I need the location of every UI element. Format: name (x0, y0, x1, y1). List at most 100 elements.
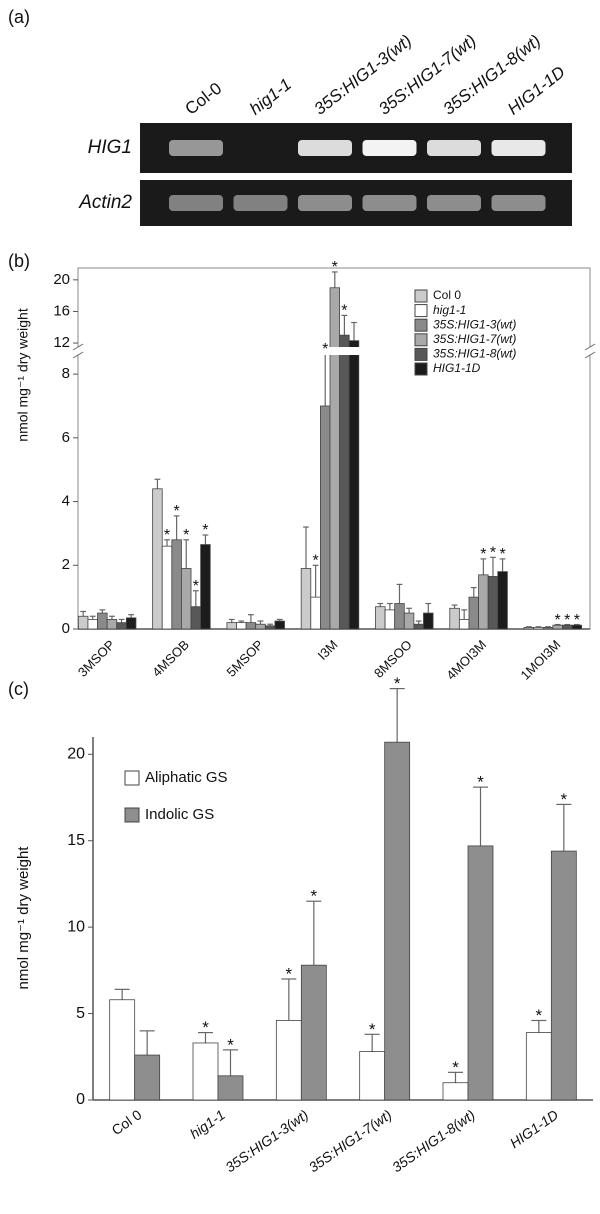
bar (301, 568, 311, 629)
bar (468, 846, 493, 1100)
legend-label: HIG1-1D (433, 361, 481, 375)
bar (498, 572, 508, 629)
significance-mark: * (322, 341, 328, 358)
bar (385, 610, 395, 629)
bar (385, 742, 410, 1100)
gel-band (427, 195, 481, 211)
bar (526, 1033, 551, 1100)
bar (256, 624, 266, 629)
x-tick-label: 5MSOP (223, 637, 266, 680)
significance-mark: * (183, 527, 189, 544)
y-tick-label: 15 (67, 832, 85, 849)
lane-label: HIG1-1D (504, 62, 569, 118)
bar (153, 489, 163, 629)
legend-label: 35S:HIG1-7(wt) (433, 332, 516, 346)
significance-mark: * (311, 887, 318, 906)
bar (126, 618, 136, 629)
legend-swatch (125, 771, 139, 785)
lane-label: hig1-1 (246, 75, 295, 119)
bar (551, 851, 576, 1100)
legend-swatch (415, 334, 427, 346)
y-tick-label: 0 (76, 1091, 85, 1108)
bar (543, 627, 553, 629)
y-tick-label: 20 (53, 271, 70, 288)
panel-label: (c) (8, 679, 29, 699)
bar (414, 624, 424, 629)
gel-band (363, 140, 417, 156)
legend-label: Indolic GS (145, 806, 214, 823)
gel-band (169, 195, 223, 211)
legend-swatch (415, 290, 427, 302)
gel-band (298, 195, 352, 211)
panel-label: (a) (8, 7, 30, 27)
y-tick-label: 16 (53, 302, 70, 319)
y-tick-label: 2 (62, 556, 70, 573)
legend-label: Aliphatic GS (145, 769, 228, 786)
bar (360, 1052, 385, 1100)
row-label: HIG1 (88, 137, 132, 158)
bar (88, 619, 98, 629)
bar (98, 613, 108, 629)
gel-band (492, 140, 546, 156)
bar (107, 619, 117, 629)
bar (162, 546, 172, 629)
gel-band (492, 195, 546, 211)
significance-mark: * (477, 773, 484, 792)
x-tick-label: 35S:HIG1-3(wt) (222, 1106, 311, 1175)
bar (227, 623, 237, 629)
x-tick-label: HIG1-1D (507, 1106, 561, 1151)
bar (395, 604, 405, 629)
significance-mark: * (564, 612, 570, 629)
bar (330, 288, 340, 629)
legend-swatch (415, 319, 427, 331)
significance-mark: * (174, 503, 180, 520)
gel-band (234, 195, 288, 211)
bar (488, 576, 498, 629)
y-tick-label: 8 (62, 365, 70, 382)
significance-mark: * (193, 578, 199, 595)
significance-mark: * (286, 964, 293, 983)
y-tick-label: 10 (67, 918, 85, 935)
bar (78, 616, 88, 629)
x-tick-label: 4MSOB (149, 637, 192, 680)
bar (311, 597, 321, 629)
significance-mark: * (574, 612, 580, 629)
bar (135, 1055, 160, 1100)
bar (117, 623, 127, 629)
bar (265, 626, 275, 629)
significance-mark: * (561, 790, 568, 809)
legend-swatch (415, 348, 427, 360)
legend-label: 35S:HIG1-8(wt) (433, 347, 516, 361)
bar (340, 335, 350, 629)
bar (110, 1000, 135, 1100)
significance-mark: * (490, 545, 496, 562)
gel-band (298, 140, 352, 156)
bar (191, 607, 201, 629)
significance-mark: * (536, 1006, 543, 1025)
legend-label: Col 0 (433, 288, 461, 302)
bar (534, 627, 544, 629)
figure: (a)HIG1Actin2Col-0hig1-135S:HIG1-3(wt)35… (0, 0, 600, 1214)
y-tick-label: 4 (62, 493, 70, 510)
bar (459, 619, 469, 629)
y-tick-label: 0 (62, 620, 70, 637)
bar (193, 1043, 218, 1100)
legend-swatch (125, 808, 139, 822)
x-tick-label: 3MSOP (75, 637, 118, 680)
bar (469, 597, 479, 629)
lane-label: Col-0 (182, 79, 226, 119)
x-tick-label: hig1-1 (187, 1106, 228, 1141)
significance-mark: * (227, 1035, 234, 1054)
bar (404, 613, 414, 629)
bar (320, 406, 330, 629)
bar (479, 575, 489, 629)
bar (276, 1020, 301, 1100)
x-tick-label: 35S:HIG1-8(wt) (389, 1106, 478, 1175)
bar (181, 568, 191, 629)
gel-band (363, 195, 417, 211)
significance-mark: * (312, 552, 318, 569)
bar (201, 545, 211, 629)
bar (172, 540, 182, 629)
x-tick-label: 35S:HIG1-7(wt) (306, 1106, 395, 1175)
significance-mark: * (332, 259, 338, 276)
